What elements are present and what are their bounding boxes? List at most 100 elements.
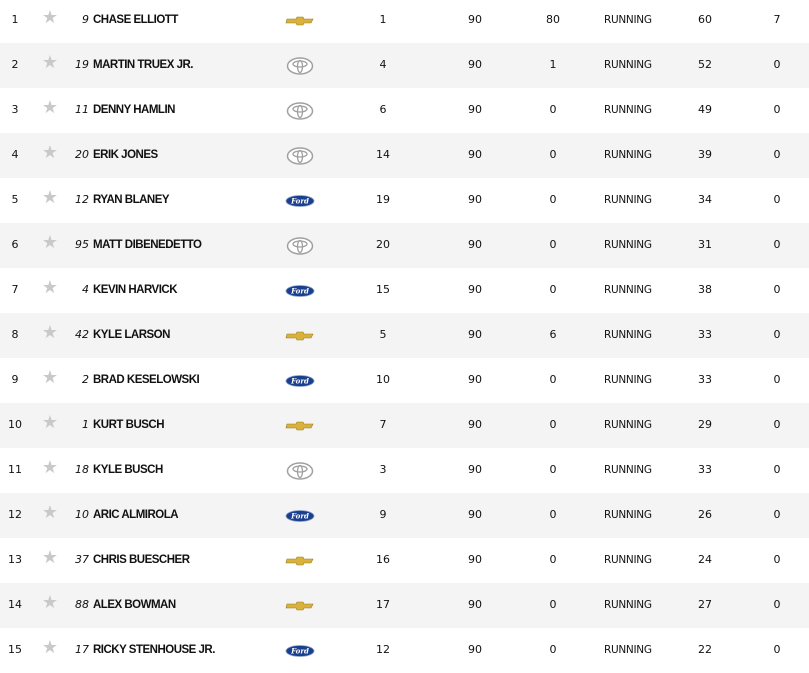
favorite-star-icon[interactable]: ★ bbox=[41, 592, 59, 613]
points: 22 bbox=[698, 643, 712, 656]
status: RUNNING bbox=[604, 149, 652, 161]
car-number: 37 bbox=[75, 553, 89, 566]
laps-led: 0 bbox=[549, 283, 557, 296]
table-row[interactable]: 8 ★ 42 KYLE LARSON 5 90 6 RUNNING 33 0 bbox=[0, 313, 809, 358]
start-position: 17 bbox=[376, 598, 390, 611]
favorite-star-icon[interactable]: ★ bbox=[41, 187, 59, 208]
favorite-star-icon[interactable]: ★ bbox=[41, 7, 59, 28]
laps-led: 1 bbox=[549, 58, 557, 71]
driver-name[interactable]: RYAN BLANEY bbox=[93, 194, 170, 206]
points: 39 bbox=[698, 148, 712, 161]
laps: 90 bbox=[468, 103, 482, 116]
position-cell: 9 bbox=[11, 373, 19, 386]
points: 33 bbox=[698, 328, 712, 341]
laps-led: 0 bbox=[549, 598, 557, 611]
start-position: 19 bbox=[376, 193, 390, 206]
table-row[interactable]: 10 ★ 1 KURT BUSCH 7 90 0 RUNNING 29 0 bbox=[0, 403, 809, 448]
start-position: 20 bbox=[376, 238, 390, 251]
svg-text:Ford: Ford bbox=[290, 646, 309, 655]
bonus-points: 7 bbox=[773, 13, 781, 26]
bonus-points: 0 bbox=[773, 598, 781, 611]
table-row[interactable]: 13 ★ 37 CHRIS BUESCHER 16 90 0 RUNNING 24 0 bbox=[0, 538, 809, 583]
table-row[interactable]: 4 ★ 20 ERIK JONES 14 90 0 RUNNING 39 0 bbox=[0, 133, 809, 178]
points: 60 bbox=[698, 13, 712, 26]
driver-name[interactable]: KURT BUSCH bbox=[93, 419, 165, 431]
bonus-points: 0 bbox=[773, 463, 781, 476]
table-row[interactable]: 11 ★ 18 KYLE BUSCH 3 90 0 RUNNING 33 0 bbox=[0, 448, 809, 493]
laps-led: 0 bbox=[549, 508, 557, 521]
driver-name[interactable]: CHRIS BUESCHER bbox=[93, 554, 190, 566]
bonus-points: 0 bbox=[773, 643, 781, 656]
table-row[interactable]: 15 ★ 17 RICKY STENHOUSE JR. Ford 12 90 0 RUNNING… bbox=[0, 628, 809, 673]
table-row[interactable]: 2 ★ 19 MARTIN TRUEX JR. 4 90 1 RUNNING 52 0 bbox=[0, 43, 809, 88]
laps-led: 80 bbox=[546, 13, 560, 26]
favorite-star-icon[interactable]: ★ bbox=[41, 457, 59, 478]
laps-led: 6 bbox=[549, 328, 557, 341]
favorite-star-icon[interactable]: ★ bbox=[41, 547, 59, 568]
table-row[interactable]: 5 ★ 12 RYAN BLANEY Ford 19 90 0 RUNNING 34 0 bbox=[0, 178, 809, 223]
driver-name[interactable]: MARTIN TRUEX JR. bbox=[93, 59, 193, 71]
driver-name[interactable]: ARIC ALMIROLA bbox=[93, 509, 179, 521]
position-cell: 7 bbox=[11, 283, 19, 296]
driver-name[interactable]: RICKY STENHOUSE JR. bbox=[93, 644, 215, 656]
driver-name[interactable]: MATT DIBENEDETTO bbox=[93, 239, 202, 251]
driver-name[interactable]: ALEX BOWMAN bbox=[93, 599, 176, 611]
table-row[interactable]: 6 ★ 95 MATT DIBENEDETTO 20 90 0 RUNNING 31 0 bbox=[0, 223, 809, 268]
favorite-star-icon[interactable]: ★ bbox=[41, 277, 59, 298]
points: 33 bbox=[698, 463, 712, 476]
points: 38 bbox=[698, 283, 712, 296]
favorite-star-icon[interactable]: ★ bbox=[41, 97, 59, 118]
favorite-star-icon[interactable]: ★ bbox=[41, 232, 59, 253]
toyota-logo-icon bbox=[284, 448, 316, 493]
favorite-star-icon[interactable]: ★ bbox=[41, 142, 59, 163]
driver-name[interactable]: DENNY HAMLIN bbox=[93, 104, 175, 116]
table-row[interactable]: 1 ★ 9 CHASE ELLIOTT 1 90 80 RUNNING 60 7 bbox=[0, 0, 809, 43]
position-cell: 2 bbox=[11, 58, 19, 71]
points: 33 bbox=[698, 373, 712, 386]
laps: 90 bbox=[468, 238, 482, 251]
start-position: 15 bbox=[376, 283, 390, 296]
car-number: 88 bbox=[75, 598, 89, 611]
laps-led: 0 bbox=[549, 418, 557, 431]
driver-name[interactable]: ERIK JONES bbox=[93, 149, 158, 161]
bonus-points: 0 bbox=[773, 283, 781, 296]
driver-name[interactable]: KYLE LARSON bbox=[93, 329, 170, 341]
table-row[interactable]: 3 ★ 11 DENNY HAMLIN 6 90 0 RUNNING 49 0 bbox=[0, 88, 809, 133]
car-number: 2 bbox=[82, 373, 89, 386]
favorite-star-icon[interactable]: ★ bbox=[41, 412, 59, 433]
toyota-logo-icon bbox=[284, 223, 316, 268]
favorite-star-icon[interactable]: ★ bbox=[41, 322, 59, 343]
points: 27 bbox=[698, 598, 712, 611]
driver-name[interactable]: CHASE ELLIOTT bbox=[93, 14, 178, 26]
position-cell: 15 bbox=[8, 643, 22, 656]
bonus-points: 0 bbox=[773, 238, 781, 251]
status: RUNNING bbox=[604, 239, 652, 251]
laps-led: 0 bbox=[549, 463, 557, 476]
start-position: 3 bbox=[379, 463, 387, 476]
driver-name[interactable]: KYLE BUSCH bbox=[93, 464, 163, 476]
driver-name[interactable]: KEVIN HARVICK bbox=[93, 284, 178, 296]
table-row[interactable]: 12 ★ 10 ARIC ALMIROLA Ford 9 90 0 RUNNING 26 0 bbox=[0, 493, 809, 538]
ford-logo-icon: Ford bbox=[284, 178, 316, 223]
ford-logo-icon: Ford bbox=[284, 493, 316, 538]
bonus-points: 0 bbox=[773, 103, 781, 116]
laps-led: 0 bbox=[549, 553, 557, 566]
favorite-star-icon[interactable]: ★ bbox=[41, 502, 59, 523]
laps: 90 bbox=[468, 148, 482, 161]
table-row[interactable]: 14 ★ 88 ALEX BOWMAN 17 90 0 RUNNING 27 0 bbox=[0, 583, 809, 628]
points: 26 bbox=[698, 508, 712, 521]
car-number: 95 bbox=[75, 238, 89, 251]
car-number: 10 bbox=[75, 508, 89, 521]
start-position: 16 bbox=[376, 553, 390, 566]
driver-name[interactable]: BRAD KESELOWSKI bbox=[93, 374, 200, 386]
table-row[interactable]: 7 ★ 4 KEVIN HARVICK Ford 15 90 0 RUNNING 38 0 bbox=[0, 268, 809, 313]
laps-led: 0 bbox=[549, 148, 557, 161]
position-cell: 13 bbox=[8, 553, 22, 566]
favorite-star-icon[interactable]: ★ bbox=[41, 637, 59, 658]
status: RUNNING bbox=[604, 644, 652, 656]
laps: 90 bbox=[468, 283, 482, 296]
favorite-star-icon[interactable]: ★ bbox=[41, 52, 59, 73]
table-row[interactable]: 9 ★ 2 BRAD KESELOWSKI Ford 10 90 0 RUNNING 33 0 bbox=[0, 358, 809, 403]
favorite-star-icon[interactable]: ★ bbox=[41, 367, 59, 388]
